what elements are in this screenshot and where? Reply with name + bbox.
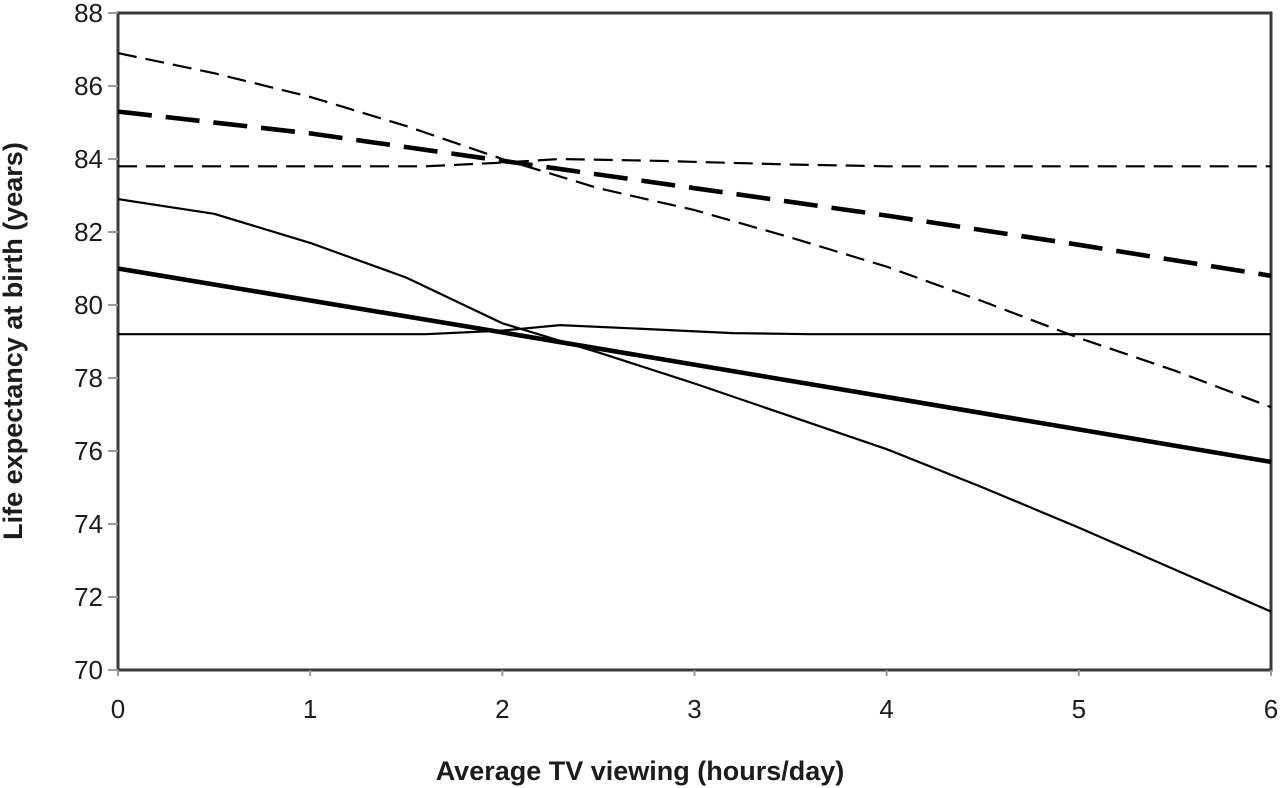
series-line-solid-central <box>117 266 1272 465</box>
x-tick-label: 1 <box>303 694 317 724</box>
x-tick-label: 5 <box>1072 694 1086 724</box>
y-tick-label: 80 <box>74 290 103 320</box>
series-line-dashed-central <box>117 109 1272 279</box>
y-tick-label: 82 <box>74 217 103 247</box>
y-tick-label: 88 <box>74 0 103 28</box>
x-axis-title: Average TV viewing (hours/day) <box>436 756 845 786</box>
series-line-solid-upper <box>117 198 1272 613</box>
y-tick-label: 70 <box>74 655 103 685</box>
plot-area: 88 86 84 82 80 78 76 74 72 70 0 1 2 3 4 5 6 <box>74 0 1278 724</box>
plot-border <box>116 11 1273 672</box>
y-tick-label: 86 <box>74 71 103 101</box>
y-tick-label: 74 <box>74 509 103 539</box>
x-tick-label: 2 <box>495 694 509 724</box>
x-tick-label: 0 <box>111 694 125 724</box>
x-tick-label: 6 <box>1264 694 1278 724</box>
y-axis-title: Life expectancy at birth (years) <box>0 142 28 540</box>
series-line-dashed-upper <box>117 52 1272 409</box>
y-tick-label: 78 <box>74 363 103 393</box>
y-tick-label: 76 <box>74 436 103 466</box>
x-tick-label: 3 <box>687 694 701 724</box>
y-tick-label: 84 <box>74 144 103 174</box>
series-line-solid-flat <box>118 324 1271 336</box>
x-tick-label: 4 <box>879 694 893 724</box>
y-tick-label: 72 <box>74 582 103 612</box>
series-line-dashed-flat <box>118 157 1271 168</box>
